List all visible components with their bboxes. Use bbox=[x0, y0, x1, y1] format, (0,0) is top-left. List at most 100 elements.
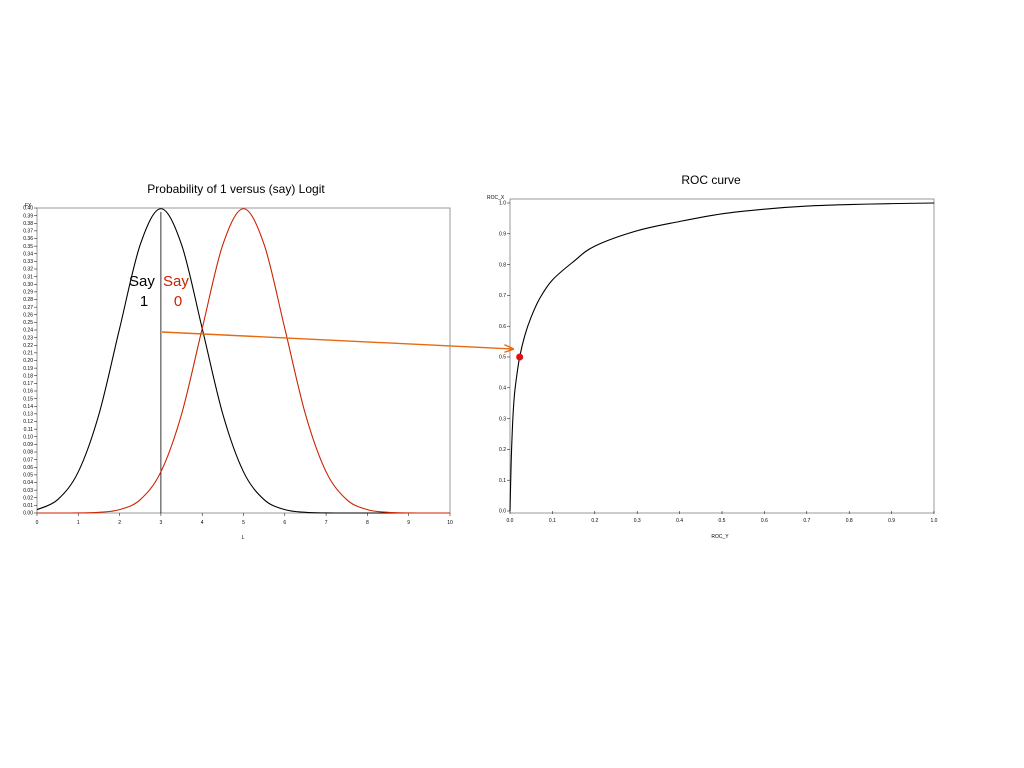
plot-frame bbox=[509, 198, 935, 514]
y-tick-label: 0.15 bbox=[23, 396, 33, 402]
y-tick-label: 0.05 bbox=[23, 473, 33, 479]
x-tick-label: 0.0 bbox=[507, 518, 514, 524]
x-tick-label: 0.6 bbox=[761, 518, 768, 524]
y-tick-label: 0.26 bbox=[23, 312, 33, 318]
y-tick-label: 0.25 bbox=[23, 320, 33, 326]
series-line-1 bbox=[36, 208, 451, 514]
y-tick-label: 0.19 bbox=[23, 366, 33, 372]
y-tick-label: 0.14 bbox=[23, 404, 33, 410]
series-group bbox=[509, 202, 935, 512]
x-axis-label: L bbox=[242, 535, 245, 541]
y-tick-label: 0.38 bbox=[23, 221, 33, 227]
x-ticks: 0 1 2 3 4 5 6 7 8 9 10 bbox=[36, 513, 453, 526]
series-line-0 bbox=[36, 208, 450, 514]
x-tick-label: 0.9 bbox=[888, 518, 895, 524]
connector-arrow bbox=[161, 331, 513, 349]
y-tick-label: 0.03 bbox=[23, 488, 33, 494]
y-tick-label: 0.07 bbox=[23, 457, 33, 463]
roc-highlight-point bbox=[516, 353, 524, 361]
x-tick-label: 4 bbox=[201, 520, 204, 526]
y-ticks: 0.0 0.1 0.2 0.3 0.4 0.5 0.6 0.7 0.8 0.9 1.0 bbox=[499, 201, 510, 515]
y-tick-label: 0.02 bbox=[23, 495, 33, 501]
y-tick-label: 0.34 bbox=[23, 251, 33, 257]
y-tick-label: 0.31 bbox=[23, 274, 33, 280]
x-tick-label: 0.7 bbox=[803, 518, 810, 524]
x-axis-label: ROC_Y bbox=[711, 534, 729, 540]
y-tick-label: 0.3 bbox=[499, 416, 506, 422]
y-tick-label: 0.9 bbox=[499, 232, 506, 238]
y-tick-label: 0.00 bbox=[23, 511, 33, 517]
y-tick-label: 0.33 bbox=[23, 259, 33, 265]
y-tick-label: 0.08 bbox=[23, 450, 33, 456]
y-tick-label: 0.8 bbox=[499, 262, 506, 268]
x-tick-label: 0.5 bbox=[719, 518, 726, 524]
y-tick-label: 0.35 bbox=[23, 244, 33, 250]
say-0-line1: Say bbox=[163, 273, 189, 290]
x-tick-label: 0.2 bbox=[591, 518, 598, 524]
y-tick-label: 0.39 bbox=[23, 213, 33, 219]
y-tick-label: 0.18 bbox=[23, 373, 33, 379]
y-tick-label: 0.29 bbox=[23, 290, 33, 296]
x-tick-label: 0 bbox=[36, 520, 39, 526]
x-tick-label: 10 bbox=[447, 520, 453, 526]
y-axis-label: FX bbox=[25, 203, 32, 209]
x-tick-label: 0.1 bbox=[549, 518, 556, 524]
series-group bbox=[36, 208, 451, 514]
y-tick-label: 0.16 bbox=[23, 389, 33, 395]
y-ticks: 0.00 0.01 0.020.03 0.040.05 0.06 0.070.08 0.09… bbox=[23, 206, 37, 517]
probability-chart: Probability of 1 versus (say) Logit FX L… bbox=[23, 182, 453, 541]
x-tick-label: 9 bbox=[407, 520, 410, 526]
say-1-label: Say 1 bbox=[129, 273, 159, 310]
y-tick-label: 0.21 bbox=[23, 351, 33, 357]
y-tick-label: 0.2 bbox=[499, 447, 506, 453]
x-tick-label: 0.3 bbox=[634, 518, 641, 524]
y-tick-label: 0.36 bbox=[23, 236, 33, 242]
x-tick-label: 0.4 bbox=[676, 518, 683, 524]
chart-title: Probability of 1 versus (say) Logit bbox=[147, 182, 325, 196]
y-tick-label: 0.06 bbox=[23, 465, 33, 471]
y-tick-label: 0.7 bbox=[499, 293, 506, 299]
y-tick-label: 0.11 bbox=[24, 427, 34, 433]
y-tick-label: 0.13 bbox=[23, 412, 33, 418]
x-tick-label: 6 bbox=[283, 520, 286, 526]
y-tick-label: 0.1 bbox=[499, 478, 506, 484]
x-tick-label: 1.0 bbox=[931, 518, 938, 524]
y-tick-label: 0.24 bbox=[23, 328, 33, 334]
x-tick-label: 3 bbox=[160, 520, 163, 526]
y-tick-label: 0.28 bbox=[23, 297, 33, 303]
y-tick-label: 0.32 bbox=[23, 267, 33, 273]
y-tick-label: 0.22 bbox=[23, 343, 33, 349]
series-line-0 bbox=[509, 202, 935, 512]
y-tick-label: 0.17 bbox=[23, 381, 33, 387]
y-tick-label: 0.4 bbox=[499, 386, 506, 392]
y-tick-label: 0.27 bbox=[23, 305, 33, 311]
roc-chart: ROC curve ROC_X ROC_Y 0.0 0.1 0.2 0.3 0.4 0.5… bbox=[487, 173, 938, 540]
plot-frame bbox=[36, 207, 451, 514]
x-ticks: 0.0 0.1 0.2 0.3 0.4 0.5 0.6 0.7 0.8 0.9 1.0 bbox=[507, 511, 938, 524]
y-tick-label: 0.04 bbox=[23, 480, 33, 486]
y-tick-label: 0.40 bbox=[23, 206, 33, 212]
say-0-label: Say 0 bbox=[163, 273, 193, 310]
y-tick-label: 0.6 bbox=[499, 324, 506, 330]
x-tick-label: 0.8 bbox=[846, 518, 853, 524]
y-tick-label: 0.10 bbox=[23, 434, 33, 440]
y-tick-label: 0.01 bbox=[23, 503, 33, 509]
say-0-line2: 0 bbox=[174, 293, 182, 310]
y-tick-label: 0.5 bbox=[499, 355, 506, 361]
y-tick-label: 0.23 bbox=[23, 335, 33, 341]
x-tick-label: 5 bbox=[242, 520, 245, 526]
x-tick-label: 7 bbox=[325, 520, 328, 526]
x-tick-label: 2 bbox=[118, 520, 121, 526]
y-axis-label: ROC_X bbox=[487, 195, 505, 201]
x-tick-label: 8 bbox=[366, 520, 369, 526]
y-tick-label: 0.0 bbox=[499, 509, 506, 515]
y-tick-label: 0.30 bbox=[23, 282, 33, 288]
x-tick-label: 1 bbox=[77, 520, 80, 526]
y-tick-label: 0.20 bbox=[23, 358, 33, 364]
say-1-line2: 1 bbox=[140, 293, 148, 310]
y-tick-label: 0.09 bbox=[23, 442, 33, 448]
y-tick-label: 0.12 bbox=[23, 419, 33, 425]
y-tick-label: 1.0 bbox=[499, 201, 506, 207]
y-tick-label: 0.37 bbox=[23, 229, 33, 235]
